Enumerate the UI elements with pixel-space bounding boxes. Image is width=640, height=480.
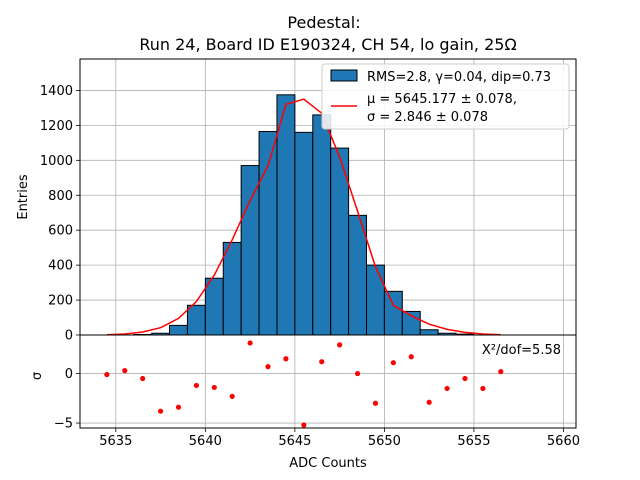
residual-point (319, 359, 325, 365)
legend-fit-label-line-1: μ = 5645.177 ± 0.078, (367, 92, 517, 107)
residual-point (140, 375, 146, 382)
residual-point (175, 404, 182, 410)
histogram-bar (365, 264, 385, 336)
legend-histogram-swatch (330, 69, 358, 82)
chi-square-annotation: X²/dof=5.58 (482, 343, 561, 358)
residual-point (480, 385, 486, 392)
histogram-bar (186, 304, 206, 336)
histogram-bar (419, 329, 439, 336)
residual-axes-frame (79, 334, 577, 429)
x-tick-label: 5655 (457, 434, 490, 449)
histogram-bar (169, 324, 188, 336)
residual-point (462, 375, 468, 382)
histogram-bar (222, 241, 242, 336)
residual-gridlines (80, 335, 576, 428)
residual-point (157, 408, 164, 414)
residual-point (193, 382, 199, 389)
residual-point (354, 370, 361, 377)
y-tick-label: 0 (65, 367, 73, 382)
histogram-bar (312, 114, 332, 336)
histogram-bar (276, 94, 296, 336)
x-axis-label: ADC Counts (289, 456, 367, 471)
residual-points (104, 340, 504, 428)
gaussian-fit-curve (106, 98, 501, 336)
residual-point (211, 384, 217, 391)
y-tick-label: 600 (48, 224, 73, 239)
residual-point (372, 400, 379, 406)
x-tick-label: 5650 (368, 434, 401, 449)
legend-fit-label-line-2: σ = 2.846 ± 0.078 (367, 110, 488, 125)
histogram-bar (294, 131, 314, 336)
residual-point (247, 340, 253, 346)
histogram-bars (80, 94, 576, 336)
residual-point (426, 399, 432, 405)
histogram-bar (240, 165, 260, 336)
x-tick-label: 5660 (547, 434, 580, 449)
residual-y-axis-label: σ (30, 372, 45, 380)
residual-point (104, 371, 110, 378)
legend-histogram-label: RMS=2.8, γ=0.04, dip=0.73 (367, 70, 551, 85)
residual-point (229, 393, 235, 399)
residual-point (390, 360, 396, 366)
x-tick-label: 5640 (189, 434, 222, 449)
legend: RMS=2.8, γ=0.04, dip=0.73 μ = 5645.177 ±… (321, 63, 570, 130)
y-tick-label: 1000 (40, 154, 73, 169)
residual-x-ticks: 5635 5640 5645 5650 5655 5660 (99, 428, 580, 449)
histogram-y-ticks: 0 200 400 600 800 1000 1200 1400 (40, 84, 80, 344)
histogram-bar (258, 130, 278, 336)
chart-title-line-1: Pedestal: (287, 13, 360, 32)
residual-point (444, 385, 450, 392)
y-tick-label: 200 (48, 294, 73, 309)
x-tick-label: 5635 (99, 434, 132, 449)
residual-point (408, 354, 414, 360)
histogram-bar (383, 290, 403, 336)
y-tick-label: 1200 (40, 119, 73, 134)
residual-point (337, 342, 343, 348)
y-tick-label: 400 (48, 259, 73, 274)
legend-box (321, 63, 570, 130)
residual-y-ticks: −5 0 (54, 367, 80, 432)
chart-title-line-2: Run 24, Board ID E190324, CH 54, lo gain… (139, 35, 516, 54)
y-tick-label: −5 (54, 417, 73, 432)
residual-point (265, 364, 271, 370)
histogram-bar (204, 277, 224, 336)
residual-point (122, 368, 128, 374)
y-tick-label: 800 (48, 189, 73, 204)
y-tick-label: 0 (65, 329, 73, 344)
y-tick-label: 1400 (40, 84, 73, 99)
histogram-bar (348, 214, 367, 336)
gaussian-fit-line (106, 98, 501, 336)
x-tick-label: 5645 (278, 434, 311, 449)
residual-point (283, 356, 289, 362)
residual-point (498, 369, 504, 375)
histogram-y-axis-label: Entries (16, 174, 31, 220)
residual-point (301, 422, 307, 428)
